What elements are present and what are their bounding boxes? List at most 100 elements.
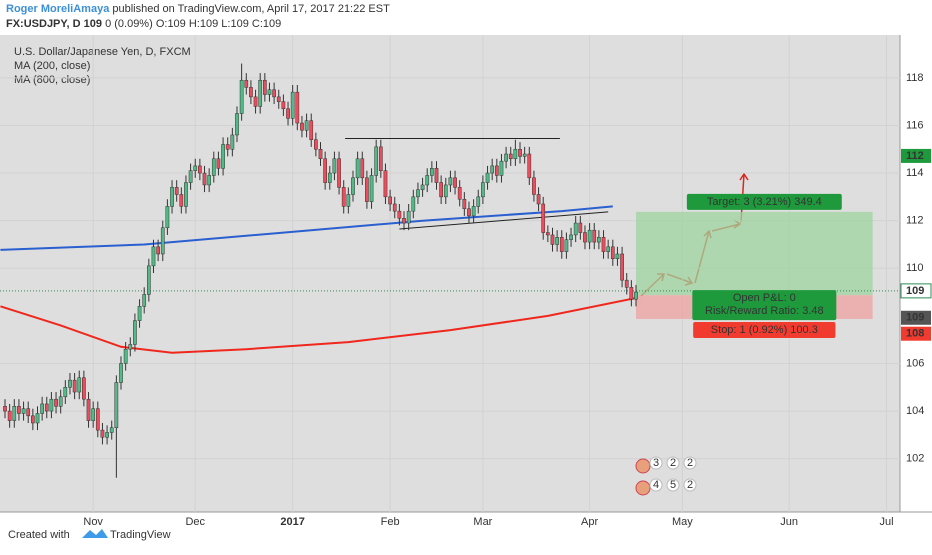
candle-body bbox=[443, 184, 448, 198]
event-count: 2 bbox=[670, 457, 676, 469]
candle-body bbox=[369, 175, 374, 202]
x-tick-label: Feb bbox=[381, 516, 400, 528]
candle-body bbox=[569, 234, 573, 240]
candle-body bbox=[123, 348, 128, 364]
candle-body bbox=[174, 187, 179, 195]
candle-body bbox=[522, 153, 527, 157]
price-badge-label: 108 bbox=[906, 328, 924, 340]
candle-body bbox=[179, 194, 184, 207]
candle-body bbox=[21, 408, 26, 414]
x-tick-label: Apr bbox=[581, 516, 598, 528]
candle-body bbox=[504, 153, 508, 162]
candle-body bbox=[365, 177, 369, 202]
candle-body bbox=[448, 177, 453, 186]
candle-body bbox=[146, 265, 151, 295]
candle-body bbox=[142, 294, 147, 307]
candle-body bbox=[425, 175, 430, 186]
candle-body bbox=[44, 403, 49, 412]
candle-body bbox=[290, 91, 295, 119]
candle-body bbox=[86, 398, 91, 421]
candle-body bbox=[281, 101, 286, 110]
position-label-bg bbox=[686, 193, 842, 210]
event-bubble bbox=[683, 456, 697, 470]
candle-body bbox=[434, 168, 439, 183]
candle-body bbox=[383, 170, 388, 198]
candle-body bbox=[258, 79, 263, 107]
candle-body bbox=[295, 91, 300, 124]
candle-body bbox=[235, 113, 239, 136]
event-count: 2 bbox=[687, 457, 693, 469]
x-tick-label: Mar bbox=[473, 516, 492, 528]
candle-body bbox=[518, 149, 522, 157]
position-label: Stop: 1 (0.92%) 100.3 bbox=[711, 324, 818, 336]
candle-body bbox=[462, 198, 467, 210]
candle-body bbox=[559, 237, 564, 252]
candle-body bbox=[12, 406, 17, 421]
ohlc-l: L:109 bbox=[221, 18, 249, 30]
candle-body bbox=[304, 120, 309, 131]
candle-body bbox=[151, 246, 156, 267]
candle-body bbox=[606, 246, 611, 252]
symbol: FX:USDJPY, D bbox=[6, 18, 81, 30]
candle-body bbox=[225, 144, 230, 150]
candle-body bbox=[420, 184, 425, 190]
candle-body bbox=[541, 203, 546, 233]
candle-body bbox=[114, 382, 119, 428]
candle-body bbox=[100, 429, 105, 438]
candle-body bbox=[341, 187, 346, 207]
price-badge-label: 112 bbox=[906, 150, 924, 162]
candle-body bbox=[355, 158, 360, 179]
candle-body bbox=[188, 170, 193, 183]
candle-body bbox=[221, 144, 225, 169]
candle-body bbox=[239, 79, 244, 114]
candle-body bbox=[211, 158, 216, 176]
event-flag bbox=[635, 458, 651, 474]
candle-body bbox=[170, 187, 174, 207]
candle-body bbox=[7, 410, 12, 421]
y-tick-label: 116 bbox=[906, 119, 924, 131]
ma-line bbox=[0, 205, 613, 251]
price-axis-bg bbox=[900, 35, 932, 512]
candle-body bbox=[216, 158, 221, 169]
candle-body bbox=[262, 79, 267, 95]
ma-line bbox=[0, 297, 637, 354]
candle-body bbox=[244, 79, 249, 88]
candle-body bbox=[230, 134, 235, 150]
candle-body bbox=[323, 158, 327, 183]
target-zone bbox=[636, 211, 873, 296]
candle-body bbox=[314, 139, 318, 150]
candle-body bbox=[485, 172, 490, 183]
candle-body bbox=[402, 218, 406, 224]
candle-body bbox=[17, 406, 21, 414]
x-tick-label: May bbox=[672, 516, 693, 528]
candle-body bbox=[332, 158, 337, 174]
candle-body bbox=[597, 237, 601, 243]
ohlc-h: H:109 bbox=[189, 18, 218, 30]
candle-body bbox=[337, 158, 341, 188]
y-tick-label: 102 bbox=[906, 453, 924, 465]
candle-body bbox=[573, 222, 578, 236]
candle-body bbox=[40, 403, 44, 414]
y-tick-label: 104 bbox=[906, 405, 924, 417]
candle-body bbox=[351, 177, 355, 195]
candle-body bbox=[416, 189, 420, 198]
candle-body bbox=[309, 120, 314, 140]
candle-body bbox=[267, 89, 272, 95]
candle-body bbox=[378, 146, 383, 171]
candle-body bbox=[54, 398, 58, 407]
price-badge bbox=[901, 148, 931, 163]
published: published on TradingView.com, April 17, … bbox=[112, 3, 390, 15]
candle-body bbox=[467, 208, 471, 217]
candle-body bbox=[624, 279, 629, 288]
candle-body bbox=[555, 237, 559, 245]
candle-body bbox=[634, 291, 638, 300]
x-tick-label: 2017 bbox=[280, 516, 304, 528]
y-tick-label: 114 bbox=[906, 167, 924, 179]
candle-body bbox=[202, 172, 207, 186]
candle-body bbox=[318, 149, 323, 160]
position-label: Open P&L: 0 bbox=[733, 292, 796, 304]
y-tick-label: 112 bbox=[906, 215, 924, 227]
candle-body bbox=[601, 237, 606, 252]
position-label-bg bbox=[693, 321, 836, 338]
